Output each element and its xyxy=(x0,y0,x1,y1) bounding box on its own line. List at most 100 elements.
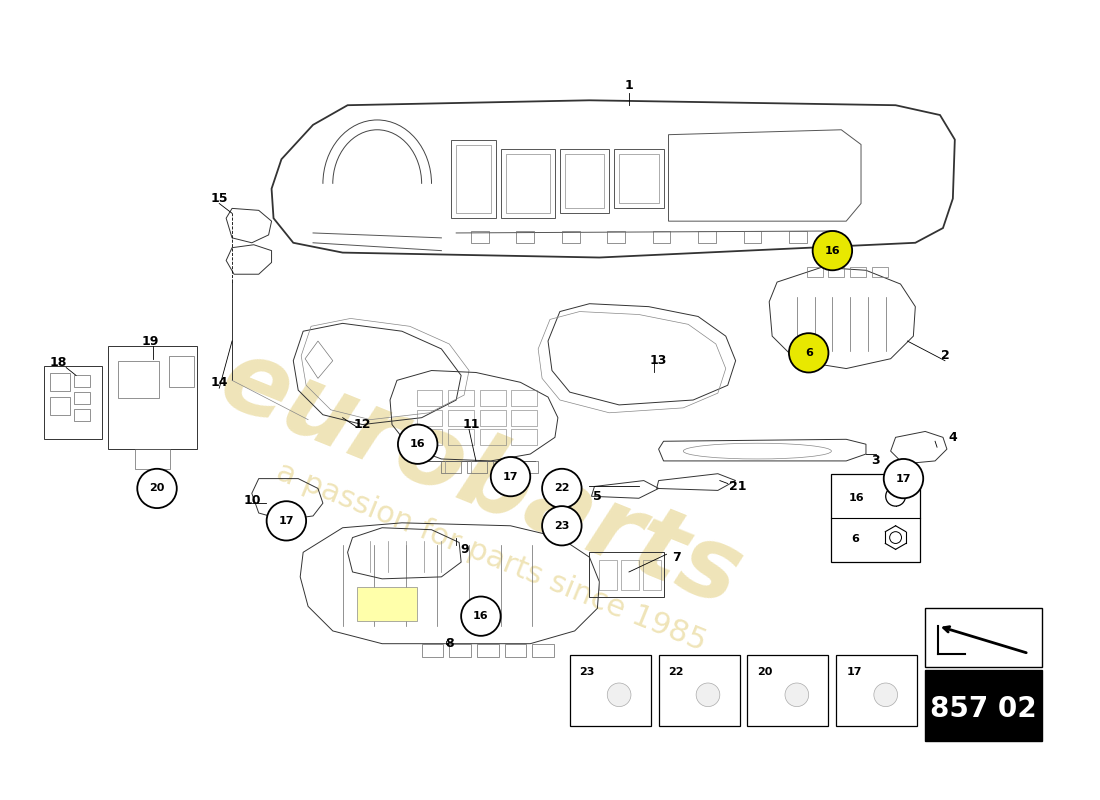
FancyBboxPatch shape xyxy=(925,670,1042,741)
Bar xyxy=(512,390,537,406)
Bar xyxy=(850,267,866,277)
Bar xyxy=(108,346,197,449)
Bar xyxy=(169,356,194,387)
Text: 13: 13 xyxy=(650,354,668,367)
Text: 19: 19 xyxy=(142,334,158,347)
Bar xyxy=(449,390,474,406)
Text: 14: 14 xyxy=(210,376,228,389)
Text: 20: 20 xyxy=(757,667,772,678)
Text: 17: 17 xyxy=(846,667,861,678)
Bar xyxy=(441,461,461,473)
Bar xyxy=(925,608,1042,667)
Bar xyxy=(621,560,639,590)
Bar xyxy=(417,410,442,426)
Bar xyxy=(532,644,554,658)
Bar xyxy=(832,474,921,562)
Circle shape xyxy=(266,502,306,541)
Bar xyxy=(744,231,761,242)
Bar xyxy=(698,231,716,242)
Text: 17: 17 xyxy=(278,516,294,526)
Bar xyxy=(135,449,169,469)
Bar xyxy=(562,231,580,242)
Text: 16: 16 xyxy=(825,246,840,256)
Text: 4: 4 xyxy=(948,431,957,444)
Text: 8: 8 xyxy=(446,637,453,650)
Circle shape xyxy=(542,506,582,546)
Text: 3: 3 xyxy=(871,454,880,467)
Bar xyxy=(789,231,806,242)
Bar xyxy=(417,430,442,446)
Bar xyxy=(471,231,488,242)
Bar xyxy=(512,430,537,446)
Bar xyxy=(590,552,663,597)
Bar xyxy=(74,409,90,421)
Bar xyxy=(516,231,535,242)
Circle shape xyxy=(696,683,719,706)
Text: 9: 9 xyxy=(461,543,470,556)
Bar xyxy=(570,655,651,726)
Text: 16: 16 xyxy=(410,439,426,450)
Text: 10: 10 xyxy=(243,494,261,506)
Bar xyxy=(74,392,90,404)
Circle shape xyxy=(398,425,438,464)
Text: 11: 11 xyxy=(462,418,480,431)
Bar xyxy=(421,644,443,658)
Bar xyxy=(828,267,844,277)
Circle shape xyxy=(813,231,852,270)
Text: 15: 15 xyxy=(210,192,228,205)
Circle shape xyxy=(138,469,177,508)
Circle shape xyxy=(542,469,582,508)
Circle shape xyxy=(461,597,500,636)
Bar xyxy=(652,231,671,242)
Bar xyxy=(417,390,442,406)
Bar xyxy=(806,267,823,277)
Bar xyxy=(449,430,474,446)
Circle shape xyxy=(890,532,902,543)
Circle shape xyxy=(873,683,898,706)
Circle shape xyxy=(886,486,905,506)
Text: 857 02: 857 02 xyxy=(931,694,1037,722)
Circle shape xyxy=(883,459,923,498)
Circle shape xyxy=(607,683,631,706)
Bar xyxy=(118,361,160,398)
Text: 22: 22 xyxy=(554,483,570,494)
Text: eurobarts: eurobarts xyxy=(207,330,756,627)
Bar xyxy=(512,410,537,426)
Bar xyxy=(480,430,506,446)
Bar xyxy=(493,461,513,473)
Text: 21: 21 xyxy=(729,480,747,493)
Text: 5: 5 xyxy=(593,490,602,502)
Bar xyxy=(600,560,617,590)
Bar xyxy=(607,231,625,242)
Text: 17: 17 xyxy=(895,474,911,484)
Bar xyxy=(748,655,828,726)
Bar xyxy=(659,655,739,726)
Text: 1: 1 xyxy=(625,79,634,92)
Text: a passion for parts since 1985: a passion for parts since 1985 xyxy=(272,458,710,657)
Bar xyxy=(505,644,526,658)
Bar xyxy=(480,390,506,406)
Bar xyxy=(449,410,474,426)
Text: 12: 12 xyxy=(353,418,371,431)
Bar xyxy=(449,644,471,658)
Text: 23: 23 xyxy=(554,521,570,530)
Text: 16: 16 xyxy=(849,494,865,503)
Circle shape xyxy=(491,457,530,496)
Bar xyxy=(477,644,498,658)
Text: 22: 22 xyxy=(669,667,684,678)
Text: 7: 7 xyxy=(672,550,681,564)
Bar xyxy=(51,397,70,414)
Bar xyxy=(642,560,661,590)
Circle shape xyxy=(789,333,828,373)
Bar xyxy=(480,410,506,426)
Text: 20: 20 xyxy=(150,483,165,494)
Circle shape xyxy=(785,683,808,706)
Bar xyxy=(74,375,90,387)
Bar xyxy=(44,366,101,439)
Bar xyxy=(836,655,917,726)
Text: 18: 18 xyxy=(50,356,67,369)
Text: 6: 6 xyxy=(805,348,813,358)
Text: 6: 6 xyxy=(851,534,859,543)
Text: 23: 23 xyxy=(580,667,595,678)
Text: 2: 2 xyxy=(940,350,949,362)
